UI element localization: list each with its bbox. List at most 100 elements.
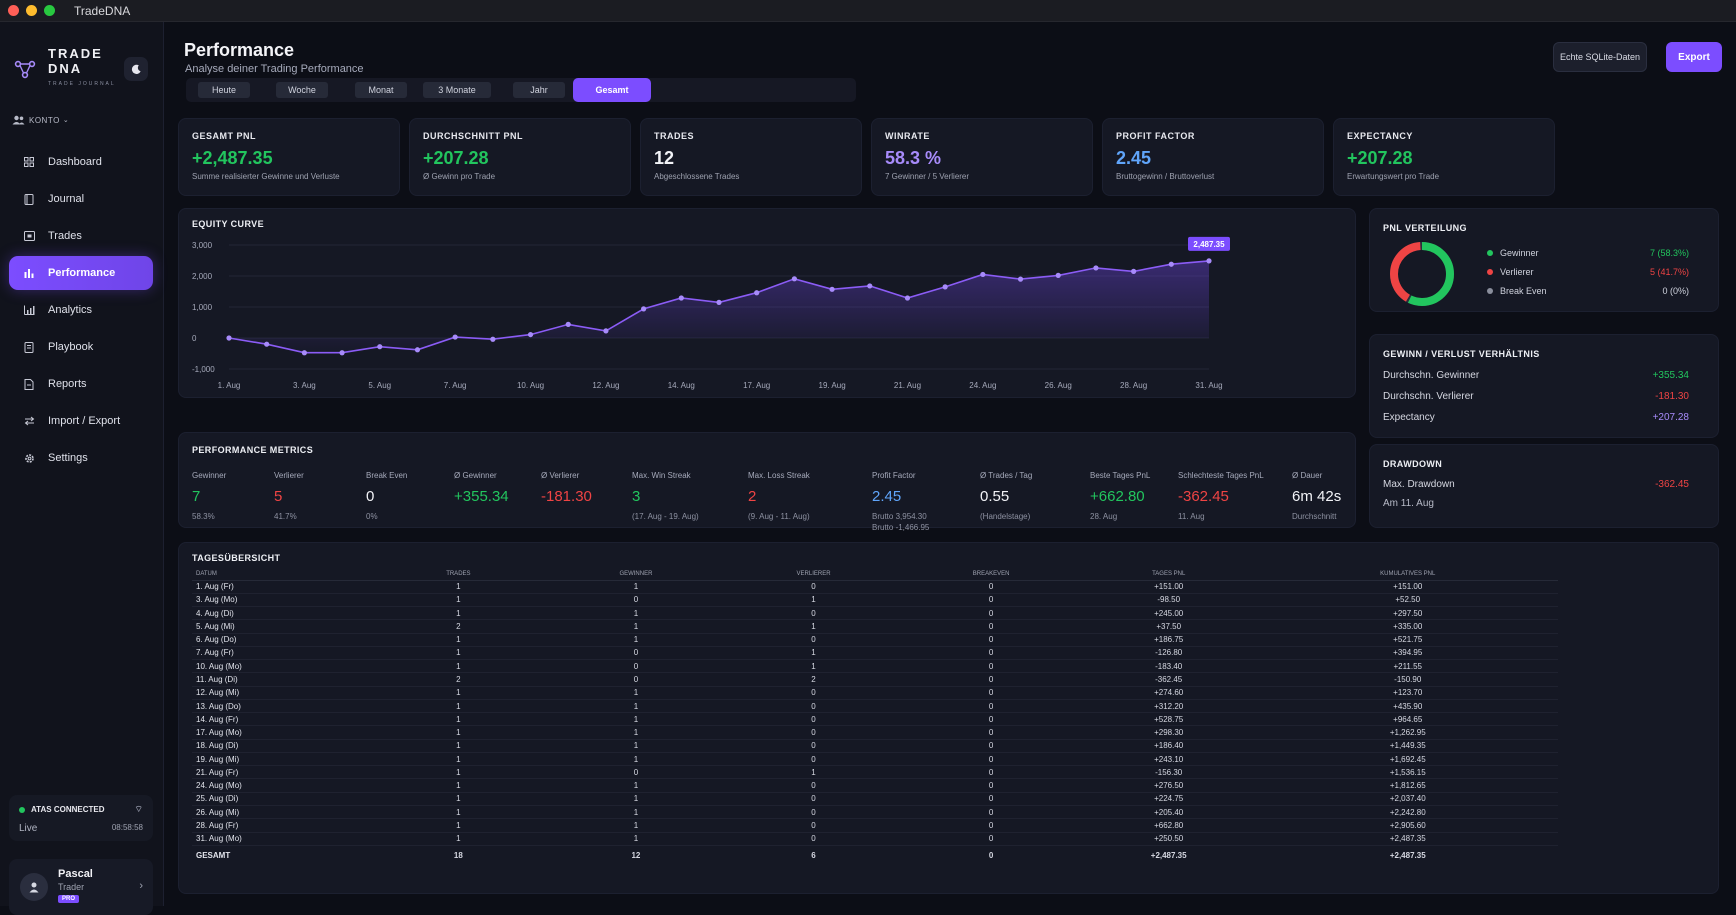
theme-toggle-button[interactable] — [124, 57, 148, 81]
table-row: 17. Aug (Mo) 1 1 0 0 +298.30 +1,262.95 — [192, 725, 1558, 740]
tab-monat[interactable]: Monat — [355, 82, 407, 98]
table-cell: +52.50 — [1257, 593, 1558, 608]
kpi-label: DURCHSCHNITT PNL — [423, 131, 523, 141]
metric-sub: (17. Aug - 19. Aug) — [632, 512, 699, 521]
table-cell: +1,812.65 — [1257, 778, 1558, 793]
page-subtitle: Analyse deiner Trading Performance — [185, 63, 364, 75]
table-cell: GESAMT — [192, 844, 370, 866]
table-row: 5. Aug (Mi) 2 1 1 0 +37.50 +335.00 — [192, 619, 1558, 634]
tab-gesamt[interactable]: Gesamt — [573, 78, 651, 102]
table-cell: 11. Aug (Di) — [192, 672, 370, 687]
table-row: 10. Aug (Mo) 1 0 1 0 -183.40 +211.55 — [192, 659, 1558, 674]
minimize-window-button[interactable] — [26, 5, 37, 16]
legend-row-verlierer: Verlierer 5 (41.7%) — [1487, 267, 1689, 277]
kpi-subtitle: Summe realisierter Gewinne und Verluste — [192, 172, 340, 181]
main-content: Performance Analyse deiner Trading Perfo… — [164, 22, 1736, 906]
table-row: 25. Aug (Di) 1 1 0 0 +224.75 +2,037.40 — [192, 792, 1558, 807]
equity-point — [1017, 276, 1024, 282]
sidebar-item-import-export[interactable]: Import / Export — [9, 404, 153, 438]
close-window-button[interactable] — [8, 5, 19, 16]
ratio-value: -181.30 — [1655, 391, 1689, 402]
table-cell: +297.50 — [1257, 606, 1558, 621]
chevron-right-icon: › — [139, 880, 143, 892]
metric-sub: Durchschnitt — [1292, 512, 1337, 521]
sidebar-item-dashboard[interactable]: Dashboard — [9, 145, 153, 179]
sqlite-data-button[interactable]: Echte SQLite-Daten — [1553, 42, 1647, 72]
kpi-subtitle: 7 Gewinner / 5 Verlierer — [885, 172, 970, 181]
table-cell: 1 — [724, 765, 903, 780]
tab-woche[interactable]: Woche — [276, 82, 328, 98]
table-cell: 1 — [547, 778, 725, 793]
metric-avg-loser: Ø Verlierer -181.30 — [541, 471, 592, 505]
metric-sub-line: Brutto -1,466.95 — [872, 523, 930, 532]
table-cell: 2 — [724, 672, 903, 687]
column-header[interactable]: VERLIERER — [724, 569, 903, 581]
win-loss-ratio-card: GEWINN / VERLUST VERHÄLTNIS Durchschn. G… — [1369, 334, 1719, 438]
table-cell: +243.10 — [1079, 752, 1258, 767]
table-total-row: GESAMT 18 12 6 0 +2,487.35 +2,487.35 — [192, 844, 1558, 866]
sidebar-item-playbook[interactable]: Playbook — [9, 330, 153, 364]
table-cell: 0 — [902, 792, 1080, 807]
donut-slice — [1390, 242, 1454, 306]
metric-value: +662.80 — [1090, 488, 1145, 505]
ratio-label: Durchschn. Verlierer — [1383, 391, 1474, 402]
maximize-window-button[interactable] — [44, 5, 55, 16]
table-cell: 0 — [724, 725, 903, 740]
table-cell: 1 — [724, 646, 903, 661]
table-row: 24. Aug (Mo) 1 1 0 0 +276.50 +1,812.65 — [192, 778, 1558, 793]
column-header[interactable]: DATUM — [192, 569, 370, 581]
table-cell: 1 — [369, 712, 548, 727]
equity-point — [339, 350, 345, 356]
equity-point — [1131, 268, 1137, 274]
column-header[interactable]: TRADES — [369, 569, 548, 581]
table-cell: 5. Aug (Mi) — [192, 619, 370, 634]
kpi-card-trades: TRADES 12 Abgeschlossene Trades — [640, 118, 862, 196]
app-logo[interactable]: TRADE DNA TRADE JOURNAL — [14, 46, 116, 92]
table-cell: 0 — [547, 672, 725, 687]
sidebar-item-settings[interactable]: Settings — [9, 441, 153, 475]
equity-point — [414, 347, 421, 353]
sidebar-item-analytics[interactable]: Analytics — [9, 293, 153, 327]
sidebar-item-trades[interactable]: Trades — [9, 219, 153, 253]
account-selector[interactable]: KONTO ⌄ — [12, 115, 69, 125]
export-button[interactable]: Export — [1666, 42, 1722, 72]
equity-point — [565, 321, 571, 327]
sidebar-item-journal[interactable]: Journal — [9, 182, 153, 216]
column-header[interactable]: BREAKEVEN — [902, 569, 1080, 581]
y-tick-label: 0 — [192, 334, 197, 343]
table-cell: +662.80 — [1079, 818, 1258, 833]
table-cell: +211.55 — [1257, 659, 1558, 674]
table-cell: 0 — [902, 580, 1080, 594]
table-cell: 18 — [369, 844, 548, 866]
sidebar-nav: Dashboard Journal Trades Performance Ana… — [9, 145, 153, 478]
tab-jahr[interactable]: Jahr — [513, 82, 565, 98]
tab-heute[interactable]: Heute — [198, 82, 250, 98]
metric-label: Max. Win Streak — [632, 471, 691, 480]
bar-chart-icon — [23, 267, 35, 279]
sidebar-item-reports[interactable]: Reports — [9, 367, 153, 401]
table-cell: 0 — [724, 606, 903, 621]
table-cell: 1 — [547, 699, 725, 714]
column-header[interactable]: TAGES PNL — [1079, 569, 1258, 581]
ratio-row-expectancy: Expectancy +207.28 — [1383, 412, 1689, 423]
table-cell: 0 — [547, 593, 725, 608]
metric-avg-winner: Ø Gewinner +355.34 — [454, 471, 509, 505]
table-cell: +2,487.35 — [1257, 832, 1558, 846]
metric-value: 5 — [274, 488, 283, 505]
table-cell: +528.75 — [1079, 712, 1258, 727]
column-header[interactable]: KUMULATIVES PNL — [1257, 569, 1558, 581]
kpi-value: 2.45 — [1116, 148, 1152, 168]
column-header[interactable]: GEWINNER — [547, 569, 725, 581]
equity-point — [641, 306, 647, 312]
tab-3-monate[interactable]: 3 Monate — [423, 82, 491, 98]
metric-value: -362.45 — [1178, 488, 1229, 505]
table-cell: +276.50 — [1079, 778, 1258, 793]
user-profile-card[interactable]: Pascal Trader PRO › — [9, 859, 153, 915]
equity-point — [527, 331, 534, 338]
table-cell: 0 — [902, 818, 1080, 833]
donut-slice — [1390, 242, 1454, 306]
table-cell: 1 — [369, 633, 548, 647]
table-cell: -362.45 — [1079, 672, 1258, 687]
sidebar-item-performance[interactable]: Performance — [9, 256, 153, 290]
connection-status: ATAS CONNECTED — [31, 805, 105, 814]
